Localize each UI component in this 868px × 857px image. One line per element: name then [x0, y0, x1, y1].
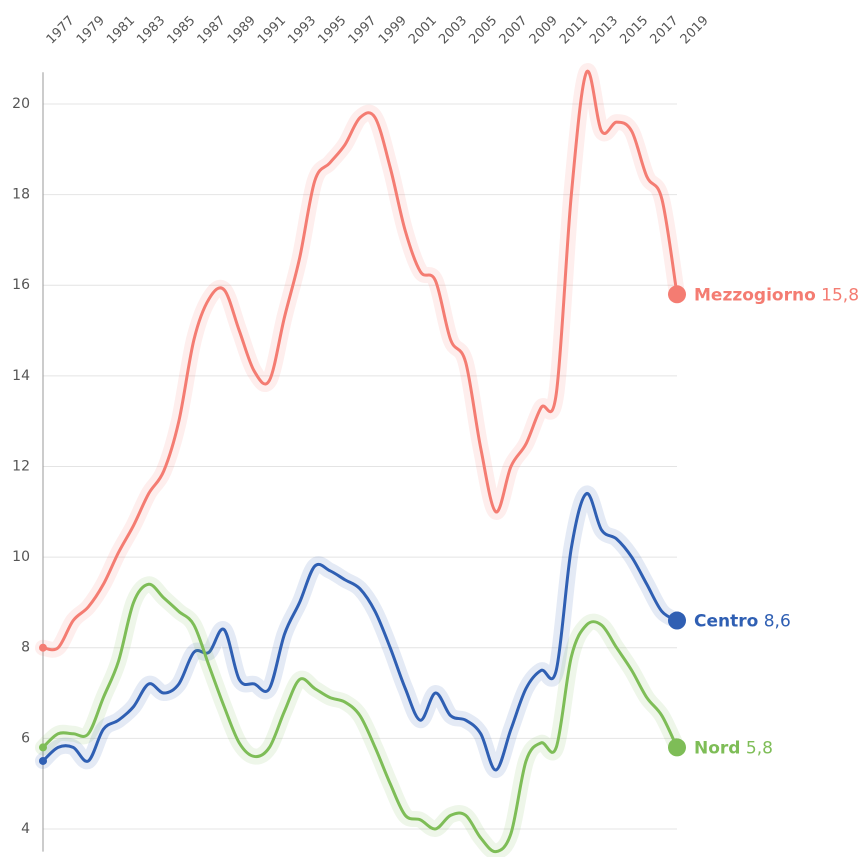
x-tick-label: 1991: [255, 13, 289, 47]
x-tick-label: 2003: [436, 13, 470, 47]
y-tick-label: 10: [12, 549, 30, 565]
x-tick-label: 1993: [285, 13, 319, 47]
y-tick-label: 20: [12, 96, 30, 112]
y-tick-label: 12: [12, 458, 30, 474]
y-tick-label: 14: [12, 368, 30, 384]
x-tick-label: 1987: [195, 13, 229, 47]
end-dot: [668, 285, 686, 304]
start-dot: [39, 643, 47, 652]
series-name: Centro: [694, 612, 758, 632]
x-tick-label: 2017: [648, 13, 682, 47]
line: [41, 582, 679, 854]
end-label: Centro 8,6: [694, 612, 791, 632]
y-tick-label: 18: [12, 187, 30, 203]
x-tick-label: 1981: [104, 13, 138, 47]
x-tick-label: 1979: [74, 13, 108, 47]
end-value: 8,6: [764, 612, 791, 632]
x-tick-label: 1989: [225, 13, 259, 47]
x-tick-label: 2007: [497, 13, 531, 47]
x-tick-label: 2011: [557, 13, 591, 47]
line: [42, 69, 679, 652]
end-value: 5,8: [746, 738, 773, 758]
series-name: Nord: [694, 738, 740, 758]
x-tick-label: 1977: [44, 13, 78, 47]
y-tick-label: 16: [12, 277, 30, 293]
x-tick-label: 2009: [527, 13, 561, 47]
start-dot: [39, 743, 47, 752]
end-dot: [668, 611, 686, 630]
x-tick-label: 2019: [678, 13, 712, 47]
y-tick-label: 4: [21, 821, 30, 837]
line: [41, 492, 678, 772]
line-glow: [35, 63, 685, 658]
start-dot: [39, 756, 47, 765]
x-tick-label: 2001: [406, 13, 440, 47]
x-tick-label: 1997: [346, 13, 380, 47]
x-tick-label: 1985: [164, 13, 198, 47]
end-value: 15,8: [821, 285, 859, 305]
x-tick-label: 1999: [376, 13, 410, 47]
x-tick-label: 2013: [587, 13, 621, 47]
x-tick-label: 2005: [466, 13, 500, 47]
x-tick-label: 1995: [315, 13, 349, 47]
end-label: Mezzogiorno 15,8: [694, 285, 859, 305]
end-dot: [668, 738, 686, 757]
x-tick-label: 2015: [617, 13, 651, 47]
series-name: Mezzogiorno: [694, 285, 816, 305]
y-tick-label: 8: [21, 640, 30, 656]
end-label: Nord 5,8: [694, 738, 773, 758]
x-tick-label: 1983: [134, 13, 168, 47]
y-tick-label: 6: [21, 730, 30, 746]
